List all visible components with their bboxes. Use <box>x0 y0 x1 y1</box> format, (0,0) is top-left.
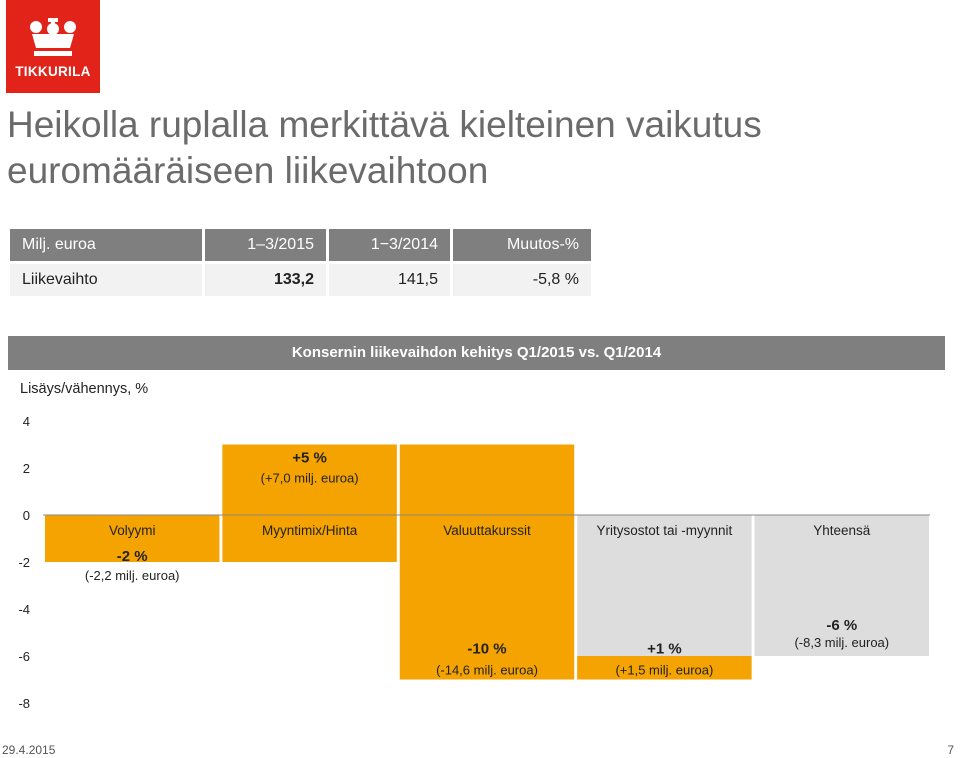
y-axis-label: Lisäys/vähennys, % <box>20 381 149 397</box>
waterfall-bar <box>399 444 575 680</box>
data-label: +5 % <box>292 450 327 467</box>
kpi-header-cell: Muutos-% <box>453 229 591 261</box>
page-number: 7 <box>947 743 954 757</box>
waterfall-bar <box>754 515 929 656</box>
y-tick-label: 4 <box>23 414 30 429</box>
chart-header: Konsernin liikevaihdon kehitys Q1/2015 v… <box>8 336 945 370</box>
page-title: Heikolla ruplalla merkittävä kielteinen … <box>7 104 762 191</box>
tikkurila-logo: TIKKURILA <box>6 0 100 93</box>
waterfall-bar <box>222 444 397 562</box>
y-tick-label: -4 <box>18 602 30 617</box>
category-label: Valuuttakurssit <box>443 523 531 538</box>
footer-date: 29.4.2015 <box>2 743 56 757</box>
kpi-header-row: Milj. euroa 1–3/2015 1−3/2014 Muutos-% <box>10 229 591 261</box>
y-tick-label: 0 <box>23 508 30 523</box>
data-label: +1 % <box>647 641 682 658</box>
y-tick-label: -6 <box>18 649 30 664</box>
kpi-cell: 133,2 <box>205 261 326 296</box>
kpi-cell: 141,5 <box>329 261 450 296</box>
kpi-row-label: Liikevaihto <box>10 261 202 296</box>
waterfall-bar <box>45 515 220 562</box>
waterfall-chart: 4 2 0 -2 -4 -6 -8 Volyymi Myyntimix/Hinta Valuutt… <box>18 414 930 711</box>
data-sublabel: (-8,3 milj. euroa) <box>794 635 889 650</box>
y-tick-label: -8 <box>18 696 30 711</box>
y-tick-label: 2 <box>23 461 30 476</box>
kpi-header-cell: 1–3/2015 <box>205 229 326 261</box>
category-label: Myyntimix/Hinta <box>262 523 358 538</box>
waterfall-bar <box>577 656 752 680</box>
range-column <box>577 515 752 680</box>
category-label: Yritysostot tai -myynnit <box>597 523 733 538</box>
data-label: -10 % <box>467 641 506 658</box>
data-sublabel: (-2,2 milj. euroa) <box>85 568 180 583</box>
kpi-header-cell: 1−3/2014 <box>329 229 450 261</box>
data-sublabel: (+1,5 milj. euroa) <box>615 663 713 678</box>
data-label: -6 % <box>826 617 857 634</box>
crown-icon <box>30 18 76 56</box>
kpi-header-cell: Milj. euroa <box>10 229 202 261</box>
data-sublabel: (-14,6 milj. euroa) <box>436 663 538 678</box>
category-label: Yhteensä <box>813 523 871 538</box>
kpi-table: Milj. euroa 1–3/2015 1−3/2014 Muutos-% L… <box>7 229 594 296</box>
kpi-cell: -5,8 % <box>453 261 591 296</box>
logo-wordmark: TIKKURILA <box>15 64 91 79</box>
table-row: Liikevaihto 133,2 141,5 -5,8 % <box>10 261 591 296</box>
data-sublabel: (+7,0 milj. euroa) <box>261 471 359 486</box>
chart-title: Konsernin liikevaihdon kehitys Q1/2015 v… <box>291 344 662 361</box>
data-label: -2 % <box>117 548 148 565</box>
y-tick-label: -2 <box>18 555 30 570</box>
category-label: Volyymi <box>109 523 156 538</box>
